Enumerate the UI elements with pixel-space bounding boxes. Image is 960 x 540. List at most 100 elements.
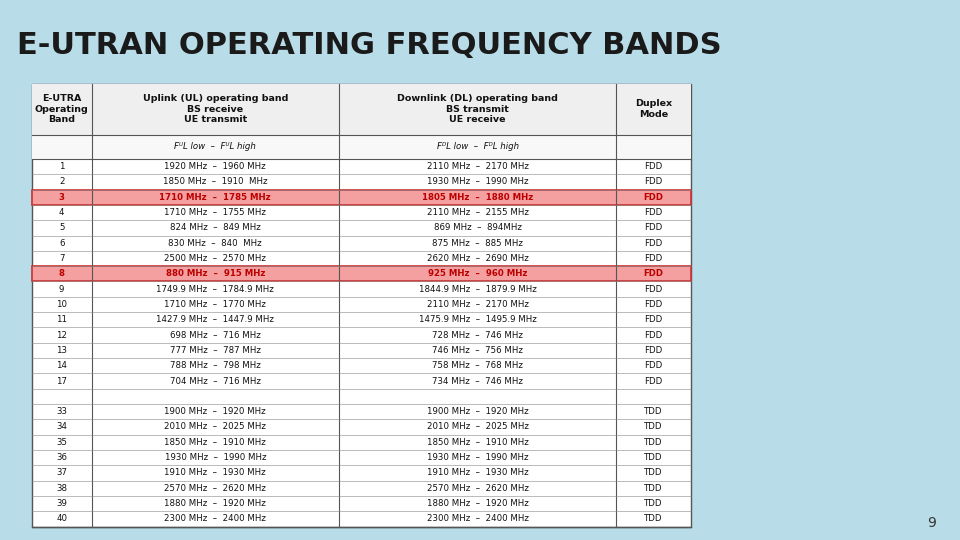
FancyBboxPatch shape xyxy=(32,190,691,205)
Text: 788 MHz  –  798 MHz: 788 MHz – 798 MHz xyxy=(170,361,261,370)
Text: TDD: TDD xyxy=(644,453,663,462)
Text: TDD: TDD xyxy=(644,407,663,416)
Text: 9: 9 xyxy=(927,516,936,530)
Text: 2110 MHz  –  2170 MHz: 2110 MHz – 2170 MHz xyxy=(426,300,529,309)
Text: FDD: FDD xyxy=(644,315,662,324)
Text: 758 MHz  –  768 MHz: 758 MHz – 768 MHz xyxy=(432,361,523,370)
Text: 1710 MHz  –  1770 MHz: 1710 MHz – 1770 MHz xyxy=(164,300,266,309)
Text: FDD: FDD xyxy=(644,178,662,186)
Text: 35: 35 xyxy=(56,438,67,447)
Text: 1850 MHz  –  1910 MHz: 1850 MHz – 1910 MHz xyxy=(164,438,266,447)
Text: 1850 MHz  –  1910  MHz: 1850 MHz – 1910 MHz xyxy=(163,178,268,186)
Text: 830 MHz  –  840  MHz: 830 MHz – 840 MHz xyxy=(169,239,262,248)
Text: 1805 MHz  –  1880 MHz: 1805 MHz – 1880 MHz xyxy=(422,193,533,202)
Text: 746 MHz  –  756 MHz: 746 MHz – 756 MHz xyxy=(432,346,523,355)
Text: 1910 MHz  –  1930 MHz: 1910 MHz – 1930 MHz xyxy=(164,468,266,477)
Text: 40: 40 xyxy=(56,514,67,523)
Text: 13: 13 xyxy=(56,346,67,355)
Text: FDD: FDD xyxy=(644,193,663,202)
Text: 880 MHz  –  915 MHz: 880 MHz – 915 MHz xyxy=(166,269,265,278)
Text: 4: 4 xyxy=(59,208,64,217)
Text: FDD: FDD xyxy=(644,300,662,309)
Text: FDD: FDD xyxy=(644,162,662,171)
Text: 6: 6 xyxy=(59,239,64,248)
Text: FDD: FDD xyxy=(644,361,662,370)
Text: 1930 MHz  –  1990 MHz: 1930 MHz – 1990 MHz xyxy=(427,178,528,186)
Text: 9: 9 xyxy=(59,285,64,294)
Text: 869 MHz  –  894MHz: 869 MHz – 894MHz xyxy=(434,224,521,232)
Text: 2300 MHz  –  2400 MHz: 2300 MHz – 2400 MHz xyxy=(164,514,266,523)
Text: 925 MHz  –  960 MHz: 925 MHz – 960 MHz xyxy=(428,269,527,278)
Text: 17: 17 xyxy=(56,376,67,386)
Text: FDD: FDD xyxy=(644,376,662,386)
Text: 1: 1 xyxy=(59,162,64,171)
Text: 734 MHz  –  746 MHz: 734 MHz – 746 MHz xyxy=(432,376,523,386)
FancyBboxPatch shape xyxy=(32,84,691,134)
Text: 1844.9 MHz  –  1879.9 MHz: 1844.9 MHz – 1879.9 MHz xyxy=(419,285,537,294)
Text: 11: 11 xyxy=(56,315,67,324)
Text: TDD: TDD xyxy=(644,514,663,523)
Text: 8: 8 xyxy=(59,269,64,278)
Text: 12: 12 xyxy=(56,330,67,340)
Text: 38: 38 xyxy=(56,484,67,492)
Text: 39: 39 xyxy=(57,499,67,508)
Text: FᵁL low  –  FᵁL high: FᵁL low – FᵁL high xyxy=(175,143,256,151)
Text: 698 MHz  –  716 MHz: 698 MHz – 716 MHz xyxy=(170,330,261,340)
Text: 2300 MHz  –  2400 MHz: 2300 MHz – 2400 MHz xyxy=(426,514,529,523)
Text: 704 MHz  –  716 MHz: 704 MHz – 716 MHz xyxy=(170,376,261,386)
Text: 1749.9 MHz  –  1784.9 MHz: 1749.9 MHz – 1784.9 MHz xyxy=(156,285,275,294)
Text: 824 MHz  –  849 MHz: 824 MHz – 849 MHz xyxy=(170,224,261,232)
Text: 1427.9 MHz  –  1447.9 MHz: 1427.9 MHz – 1447.9 MHz xyxy=(156,315,275,324)
Text: Downlink (DL) operating band
BS transmit
UE receive: Downlink (DL) operating band BS transmit… xyxy=(397,94,558,124)
Text: FDD: FDD xyxy=(644,254,662,263)
Text: 5: 5 xyxy=(59,224,64,232)
Text: 2570 MHz  –  2620 MHz: 2570 MHz – 2620 MHz xyxy=(426,484,529,492)
Text: E-UTRAN OPERATING FREQUENCY BANDS: E-UTRAN OPERATING FREQUENCY BANDS xyxy=(17,31,722,60)
Text: 37: 37 xyxy=(56,468,67,477)
Text: FDD: FDD xyxy=(644,346,662,355)
Text: TDD: TDD xyxy=(644,468,663,477)
Text: FDD: FDD xyxy=(644,285,662,294)
Text: 1475.9 MHz  –  1495.9 MHz: 1475.9 MHz – 1495.9 MHz xyxy=(419,315,537,324)
Text: 3: 3 xyxy=(59,193,64,202)
Text: 1930 MHz  –  1990 MHz: 1930 MHz – 1990 MHz xyxy=(427,453,528,462)
FancyBboxPatch shape xyxy=(32,266,691,281)
Text: FDD: FDD xyxy=(644,269,663,278)
Text: 1930 MHz  –  1990 MHz: 1930 MHz – 1990 MHz xyxy=(164,453,266,462)
Text: TDD: TDD xyxy=(644,484,663,492)
Text: E-UTRA
Operating
Band: E-UTRA Operating Band xyxy=(35,94,88,124)
Text: 728 MHz  –  746 MHz: 728 MHz – 746 MHz xyxy=(432,330,523,340)
Text: 1880 MHz  –  1920 MHz: 1880 MHz – 1920 MHz xyxy=(164,499,266,508)
Text: Duplex
Mode: Duplex Mode xyxy=(636,99,672,119)
Text: 1910 MHz  –  1930 MHz: 1910 MHz – 1930 MHz xyxy=(427,468,528,477)
Text: 14: 14 xyxy=(56,361,67,370)
Text: 33: 33 xyxy=(56,407,67,416)
Text: 34: 34 xyxy=(56,422,67,431)
Text: 2570 MHz  –  2620 MHz: 2570 MHz – 2620 MHz xyxy=(164,484,266,492)
Text: 1850 MHz  –  1910 MHz: 1850 MHz – 1910 MHz xyxy=(427,438,529,447)
Text: 1710 MHz  –  1755 MHz: 1710 MHz – 1755 MHz xyxy=(164,208,266,217)
Text: TDD: TDD xyxy=(644,438,663,447)
Text: 777 MHz  –  787 MHz: 777 MHz – 787 MHz xyxy=(170,346,261,355)
Text: FDD: FDD xyxy=(644,330,662,340)
Text: Uplink (UL) operating band
BS receive
UE transmit: Uplink (UL) operating band BS receive UE… xyxy=(143,94,288,124)
Text: 7: 7 xyxy=(59,254,64,263)
Text: 1880 MHz  –  1920 MHz: 1880 MHz – 1920 MHz xyxy=(427,499,529,508)
Text: 2110 MHz  –  2170 MHz: 2110 MHz – 2170 MHz xyxy=(426,162,529,171)
Text: 1900 MHz  –  1920 MHz: 1900 MHz – 1920 MHz xyxy=(427,407,528,416)
FancyBboxPatch shape xyxy=(32,134,691,159)
Text: FDD: FDD xyxy=(644,224,662,232)
Text: 1710 MHz  –  1785 MHz: 1710 MHz – 1785 MHz xyxy=(159,193,271,202)
FancyBboxPatch shape xyxy=(32,84,691,526)
Text: 10: 10 xyxy=(56,300,67,309)
Text: FᴰL low  –  FᴰL high: FᴰL low – FᴰL high xyxy=(437,143,518,151)
Text: FDD: FDD xyxy=(644,239,662,248)
Text: 1920 MHz  –  1960 MHz: 1920 MHz – 1960 MHz xyxy=(164,162,266,171)
Text: 875 MHz  –  885 MHz: 875 MHz – 885 MHz xyxy=(432,239,523,248)
Text: 2620 MHz  –  2690 MHz: 2620 MHz – 2690 MHz xyxy=(427,254,529,263)
Text: TDD: TDD xyxy=(644,422,663,431)
Text: 2: 2 xyxy=(59,178,64,186)
Text: 36: 36 xyxy=(56,453,67,462)
Text: 2010 MHz  –  2025 MHz: 2010 MHz – 2025 MHz xyxy=(164,422,266,431)
Text: TDD: TDD xyxy=(644,499,663,508)
